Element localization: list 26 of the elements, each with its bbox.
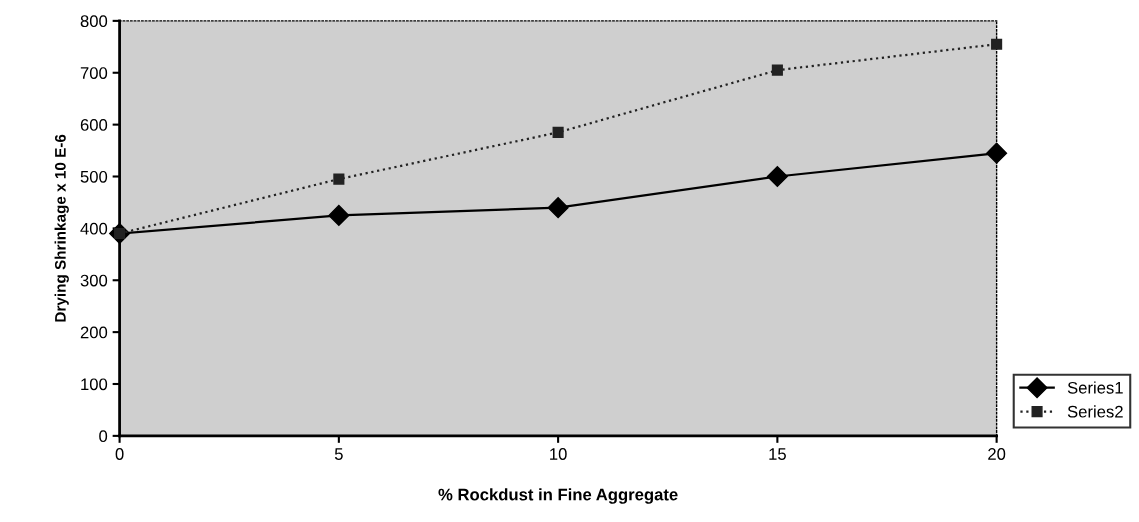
point [991, 38, 1003, 50]
y-tick-label: 700 [80, 67, 108, 79]
point [552, 126, 564, 138]
y-tick-label: 0 [99, 430, 108, 443]
y-tick-label: 500 [80, 170, 108, 183]
point [328, 204, 350, 226]
point [986, 142, 1008, 164]
x-tick-label: 15 [769, 448, 786, 460]
y-tick-label: 400 [80, 222, 108, 235]
x-tick-label: 20 [988, 448, 1006, 460]
y-tick-label: 800 [80, 15, 108, 28]
x-tick-label: 10 [550, 448, 567, 460]
y-tick-label: 100 [81, 378, 108, 391]
y-tick-label: 300 [80, 274, 108, 287]
y-axis-title: Drying Shrinkage x 10 E-6 [54, 134, 69, 322]
point [333, 173, 345, 185]
point [771, 64, 783, 76]
x-axis-title: % Rockdust in Fine Aggregate [438, 488, 678, 504]
legend-label: Series1 [1067, 381, 1123, 394]
x-tick-label: 5 [334, 448, 343, 460]
y-tick-label: 200 [80, 326, 108, 339]
y-tick-label: 600 [80, 119, 108, 131]
point [547, 197, 569, 219]
legend-label: Series2 [1067, 405, 1123, 418]
x-tick-label: 0 [115, 448, 124, 460]
point [766, 165, 788, 188]
